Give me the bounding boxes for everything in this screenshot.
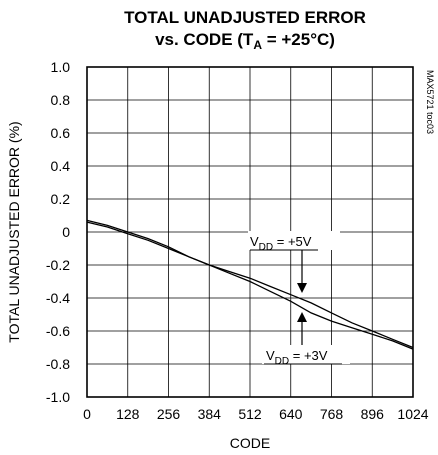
label-vdd-3v: VDD = +3V [266,348,328,367]
y-tick-label: 0.8 [51,92,71,108]
y-tick-label: -0.6 [46,323,70,339]
label-5v-bg [248,231,340,250]
series-lines [86,219,414,350]
y-tick-label: 0 [62,224,70,240]
x-tick-label: 384 [198,406,222,422]
plot-frame [86,66,414,398]
chart-title-line1: TOTAL UNADJUSTED ERROR [124,8,366,27]
y-tick-label: -0.8 [46,356,70,372]
y-tick-label: -0.2 [46,257,70,273]
x-tick-label: 512 [238,406,262,422]
series-line-vdd-5v [86,219,414,349]
title-prefix: vs. CODE (T [155,30,254,49]
chart-id-label: MAX5721 toc03 [425,70,435,134]
x-tick-label: 128 [116,406,140,422]
y-tick-label: 1.0 [51,59,71,75]
y-tick-label: -0.4 [46,290,70,306]
x-axis-title: CODE [230,435,270,451]
title-subscript: A [253,38,262,52]
y-tick-label: -1.0 [46,389,70,405]
x-tick-label: 256 [157,406,181,422]
y-tick-label: 0.6 [51,125,71,141]
x-tick-label: 896 [361,406,385,422]
series-line-vdd-3v [86,221,414,350]
arrow-5v-head [297,283,307,293]
label-3v-bg [262,345,350,364]
y-tick-labels: 1.0 0.8 0.6 0.4 0.2 0 -0.2 -0.4 -0.6 -0.8 -1.0 [46,59,70,405]
label-vdd-5v: VDD = +5V [250,234,312,253]
x-tick-labels: 0 128 256 384 512 640 768 896 1024 [83,406,429,422]
x-tick-label: 1024 [397,406,428,422]
y-tick-label: 0.2 [51,191,71,207]
y-tick-label: 0.4 [51,158,71,174]
annotations: VDD = +5V VDD = +3V [248,231,350,367]
x-tick-label: 640 [279,406,303,422]
chart-title-line2: vs. CODE (TA = +25°C) [155,30,335,52]
x-tick-label: 768 [320,406,344,422]
x-tick-label: 0 [83,406,91,422]
arrow-3v-head [297,312,307,322]
y-axis-title: TOTAL UNADJUSTED ERROR (%) [6,121,22,342]
title-suffix: = +25°C) [262,30,335,49]
